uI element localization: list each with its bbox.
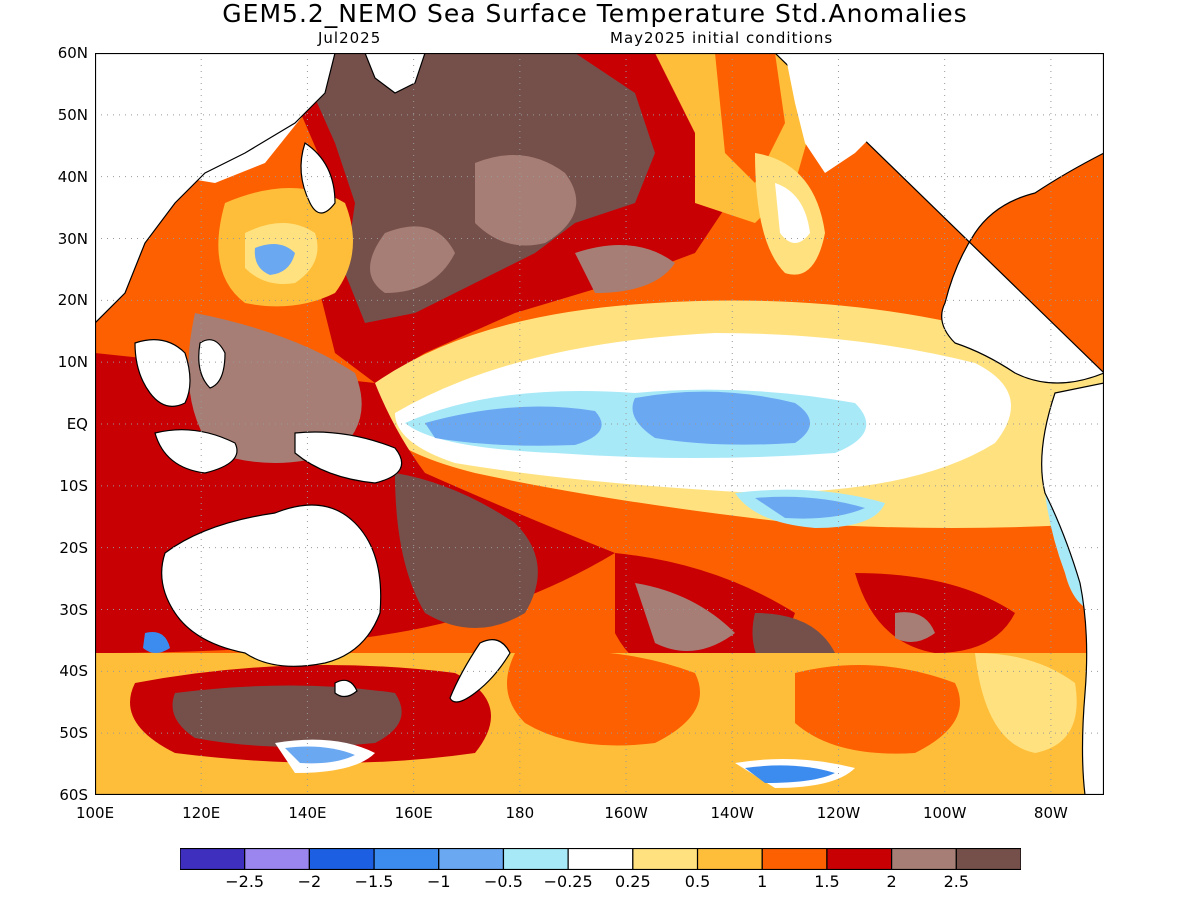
colorbar-label: 2 bbox=[886, 872, 897, 891]
lon-tick-label: 180 bbox=[505, 804, 535, 822]
lon-tick-label: 100W bbox=[922, 804, 967, 822]
colorbar-swatch bbox=[761, 848, 828, 870]
colorbar-label: −2.5 bbox=[225, 872, 265, 891]
colorbar-label: 1.5 bbox=[814, 872, 840, 891]
colorbar-swatch bbox=[826, 848, 893, 870]
colorbar-label: 0.25 bbox=[615, 872, 651, 891]
lat-tick-label: 20S bbox=[59, 538, 88, 557]
lat-tick-label: 10S bbox=[59, 476, 88, 495]
colorbar-label: 0.5 bbox=[684, 872, 711, 891]
new-guinea bbox=[294, 431, 403, 484]
lat-tick-label: 30N bbox=[57, 229, 88, 248]
borneo bbox=[154, 429, 238, 474]
colorbar-label: −1.5 bbox=[354, 872, 394, 891]
lat-tick-label: 30S bbox=[59, 600, 88, 619]
sst-anomaly-map bbox=[95, 53, 1104, 795]
land-masses bbox=[95, 53, 1104, 795]
lon-tick-label: 160W bbox=[604, 804, 648, 822]
lon-tick-label: 120E bbox=[182, 804, 221, 822]
lat-tick-label: 50N bbox=[57, 105, 88, 124]
colorbar-swatch bbox=[696, 848, 763, 870]
lat-tick-label: 10N bbox=[57, 353, 88, 372]
lat-tick-label: EQ bbox=[66, 415, 88, 433]
colorbar-swatch bbox=[567, 848, 634, 870]
asia-landmass bbox=[95, 53, 336, 324]
colorbar-swatch bbox=[502, 848, 569, 870]
lat-tick-label: 60N bbox=[57, 44, 88, 62]
colorbar-swatch bbox=[438, 848, 505, 870]
colorbar-label: 2.5 bbox=[943, 872, 970, 891]
lon-tick-label: 120W bbox=[816, 804, 861, 822]
colorbar-swatch bbox=[891, 848, 957, 870]
lon-tick-label: 80W bbox=[1033, 804, 1068, 822]
lon-tick-label: 140E bbox=[288, 804, 327, 822]
colorbar-swatch bbox=[308, 848, 375, 870]
map-frame bbox=[95, 53, 1104, 795]
lon-tick-label: 100E bbox=[75, 804, 115, 822]
colorbar-swatch bbox=[244, 848, 310, 870]
philippines bbox=[198, 339, 226, 389]
australia bbox=[161, 504, 382, 667]
equatorial-cool-tongue bbox=[375, 300, 1104, 613]
vietnam bbox=[134, 339, 191, 407]
lat-tick-label: 20N bbox=[57, 291, 88, 310]
north-america bbox=[774, 53, 1104, 384]
lat-tick-label: 40S bbox=[59, 662, 88, 681]
japan bbox=[300, 142, 336, 214]
lon-tick-label: 140W bbox=[710, 804, 754, 822]
lat-tick-label: 50S bbox=[59, 724, 88, 743]
colorbar-swatch bbox=[632, 848, 699, 870]
colorbar-label: −2 bbox=[297, 872, 322, 891]
lon-tick-label: 160E bbox=[394, 804, 433, 822]
map-title: GEM5.2_NEMO Sea Surface Temperature Std.… bbox=[222, 0, 968, 28]
tasmania bbox=[334, 679, 358, 698]
colorbar-swatch bbox=[955, 848, 1021, 870]
colorbar-label: 1 bbox=[757, 872, 768, 891]
colorbar-swatch bbox=[180, 848, 246, 870]
kamchatka bbox=[364, 53, 426, 94]
lat-lon-grid bbox=[95, 53, 1104, 795]
colorbar-swatch bbox=[373, 848, 440, 870]
colorbar-label: −1 bbox=[426, 872, 451, 891]
colorbar bbox=[180, 848, 1021, 870]
colorbar-label: −0.25 bbox=[543, 872, 593, 891]
south-america bbox=[1041, 382, 1104, 795]
lat-tick-label: 60S bbox=[59, 786, 88, 804]
colorbar-label: −0.5 bbox=[484, 872, 523, 891]
lat-tick-label: 40N bbox=[57, 167, 88, 186]
valid-month-label: Jul2025 bbox=[318, 29, 382, 47]
init-conditions-label: May2025 initial conditions bbox=[610, 29, 834, 47]
